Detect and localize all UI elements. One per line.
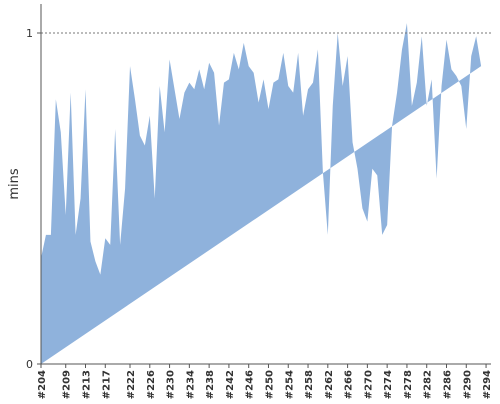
x-tick-label: #290 <box>462 370 473 399</box>
y-tick-labels: 01 <box>26 27 33 371</box>
x-tick-label: #209 <box>62 370 73 399</box>
x-tick-label: #226 <box>146 370 157 399</box>
x-tick-label: #258 <box>304 370 315 399</box>
x-tick-label: #234 <box>185 370 196 399</box>
area-series <box>41 23 482 364</box>
x-tick-label: #266 <box>344 370 355 399</box>
plot-area <box>41 23 491 364</box>
x-tick-label: #286 <box>442 370 453 399</box>
x-tick-label: #274 <box>383 370 394 399</box>
x-tick-label: #217 <box>101 370 112 399</box>
x-tick-label: #238 <box>205 370 216 399</box>
x-tick-label: #278 <box>403 370 414 399</box>
x-tick-label: #282 <box>423 370 434 399</box>
x-tick-label: #230 <box>166 370 177 399</box>
x-tick-label: #204 <box>37 370 48 399</box>
y-tick-label: 1 <box>26 27 33 40</box>
x-tick-label: #294 <box>482 370 493 399</box>
y-axis-label: mins <box>7 168 22 200</box>
x-tick-label: #242 <box>225 370 236 399</box>
x-tick-label: #262 <box>324 370 335 399</box>
x-tick-label: #250 <box>264 370 275 399</box>
axes <box>37 4 491 368</box>
y-tick-label: 0 <box>26 358 33 371</box>
x-tick-label: #213 <box>82 370 93 399</box>
x-tick-label: #270 <box>363 370 374 399</box>
x-tick-labels: #204 #209 #213 #217 #222 #226 #230 #234 #238 #242… <box>37 370 493 399</box>
x-tick-label: #246 <box>245 370 256 399</box>
x-tick-label: #254 <box>284 370 295 399</box>
x-tick-label: #222 <box>126 370 137 399</box>
